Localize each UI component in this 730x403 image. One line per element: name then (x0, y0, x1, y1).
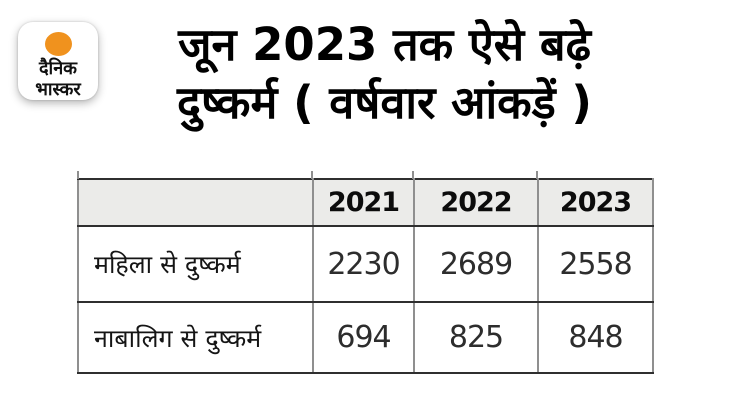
rule-overshoot (311, 171, 313, 179)
value-women-2022: 2689 (413, 225, 539, 303)
year-header-2022: 2022 (413, 178, 539, 227)
headline: जून 2023 तक ऐसे बढ़े दुष्कर्म ( वर्षवार … (112, 16, 657, 132)
dainik-bhaskar-logo: दैनिक भास्कर (18, 22, 98, 100)
stats-table-wrap: 2021 2022 2023 महिला से दुष्कर्म 2230 26… (77, 171, 654, 374)
headline-line-2: दुष्कर्म ( वर्षवार आंकड़ें ) (177, 76, 592, 129)
logo-text-line-1: दैनिक (38, 58, 78, 79)
stats-table: 2021 2022 2023 महिला से दुष्कर्म 2230 26… (77, 178, 654, 374)
rule-overshoot (412, 171, 414, 179)
table-header-row: 2021 2022 2023 (77, 178, 654, 227)
table-row-minors: नाबालिग से दुष्कर्म 694 825 848 (77, 301, 654, 374)
row-label-minors: नाबालिग से दुष्कर्म (77, 301, 314, 374)
value-minors-2023: 848 (537, 301, 654, 374)
headline-line-1: जून 2023 तक ऐसे बढ़े (178, 18, 591, 71)
table-row-women: महिला से दुष्कर्म 2230 2689 2558 (77, 225, 654, 303)
value-minors-2021: 694 (312, 301, 415, 374)
logo-sun-icon (44, 32, 72, 56)
row-label-women: महिला से दुष्कर्म (77, 225, 314, 303)
rule-overshoot (77, 171, 79, 179)
empty-header-cell (77, 178, 314, 227)
value-minors-2022: 825 (413, 301, 539, 374)
logo-text-line-2: भास्कर (35, 79, 81, 100)
logo-text: दैनिक भास्कर (35, 58, 81, 100)
year-header-2021: 2021 (312, 178, 415, 227)
value-women-2023: 2558 (537, 225, 654, 303)
rule-overshoot (536, 171, 538, 179)
year-header-2023: 2023 (537, 178, 654, 227)
value-women-2021: 2230 (312, 225, 415, 303)
